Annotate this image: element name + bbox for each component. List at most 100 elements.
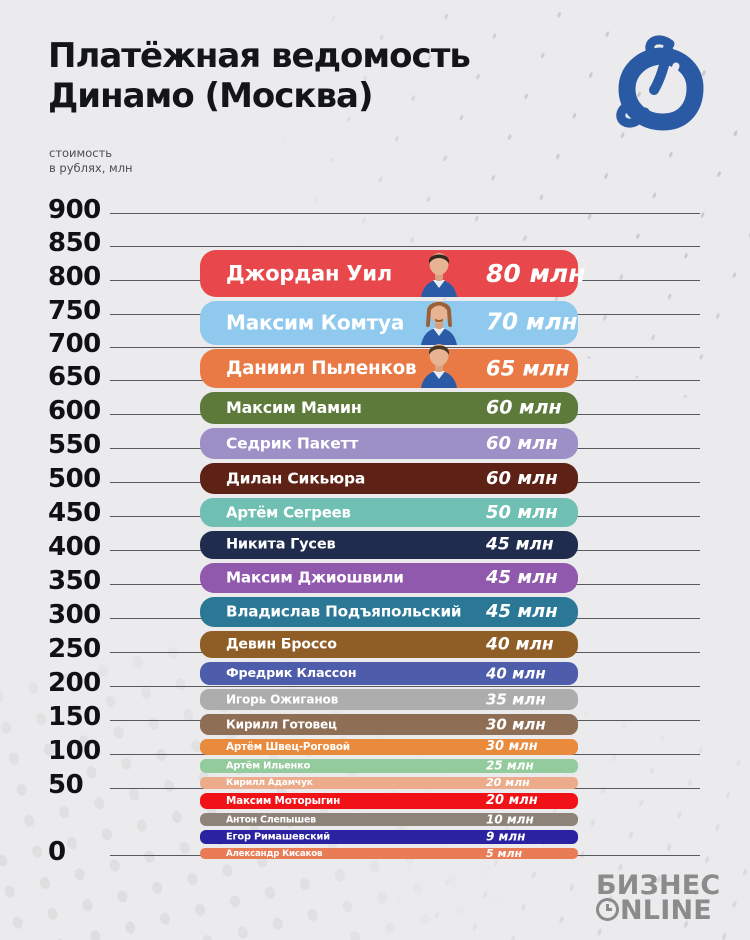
clock-minute-hand <box>606 908 612 911</box>
player-name: Артём Ильенко <box>226 760 310 771</box>
player-bar: Максим Джиошвили 45 млн <box>200 563 578 593</box>
player-name: Игорь Ожиганов <box>226 692 338 706</box>
axis-gridline <box>110 686 700 687</box>
player-salary-value: 5 млн <box>486 847 522 860</box>
player-name: Артём Сегреев <box>226 503 351 521</box>
player-name: Максим Комтуа <box>226 311 404 335</box>
player-name: Антон Слепышев <box>226 814 316 825</box>
player-name: Александр Кисаков <box>226 848 322 858</box>
axis-tick-label: 300 <box>48 600 101 630</box>
player-photo <box>418 337 460 388</box>
player-salary-value: 60 млн <box>486 397 562 419</box>
axis-tick-label: 200 <box>48 668 101 698</box>
axis-tick-label: 450 <box>48 498 101 528</box>
biznes-online-line2-text: NLINE <box>620 895 712 926</box>
player-bar: Артём Ильенко 25 млн <box>200 759 578 773</box>
player-salary-value: 35 млн <box>486 690 546 708</box>
player-name: Джордан Уил <box>226 261 392 285</box>
player-salary-value: 80 млн <box>486 258 586 287</box>
player-bar: Владислав Подъяпольский 45 млн <box>200 597 578 627</box>
player-name: Никита Гусев <box>226 537 335 553</box>
player-salary-value: 60 млн <box>486 433 558 454</box>
page-title-line1: Платёжная ведомость <box>48 36 470 76</box>
axis-tick-label: 400 <box>48 532 101 562</box>
axis-tick-label: 650 <box>48 362 101 392</box>
page-title: Платёжная ведомость Динамо (Москва) <box>48 36 470 116</box>
player-name: Девин Броссо <box>226 636 337 652</box>
player-bar: Дилан Сикьюра 60 млн <box>200 463 578 494</box>
axis-tick-label: 250 <box>48 634 101 664</box>
player-bar: Егор Римашевский 9 млн <box>200 830 578 844</box>
player-salary-value: 20 млн <box>486 776 530 789</box>
player-name: Кирилл Готовец <box>226 717 337 731</box>
axis-tick-label: 700 <box>48 329 101 359</box>
axis-tick-label: 500 <box>48 464 101 494</box>
player-salary-value: 20 млн <box>486 793 538 808</box>
infographic-canvas: Платёжная ведомость Динамо (Москва) стои… <box>0 0 750 940</box>
player-bar: Максим Комтуа 70 млн <box>200 301 578 345</box>
axis-tick-label: 850 <box>48 228 101 258</box>
player-salary-value: 10 млн <box>486 812 534 826</box>
player-salary-value: 30 млн <box>486 715 546 733</box>
axis-tick-label: 0 <box>48 837 66 867</box>
player-bar: Кирилл Готовец 30 млн <box>200 714 578 735</box>
player-bar: Максим Мамин 60 млн <box>200 392 578 424</box>
player-name: Владислав Подъяпольский <box>226 603 461 621</box>
player-bar: Александр Кисаков 5 млн <box>200 848 578 859</box>
player-salary-value: 30 млн <box>486 739 538 754</box>
player-salary-value: 40 млн <box>486 664 546 682</box>
player-bar: Фредрик Классон 40 млн <box>200 662 578 685</box>
axis-tick-label: 150 <box>48 702 101 732</box>
dynamo-logo <box>608 32 720 140</box>
axis-tick-label: 800 <box>48 262 101 292</box>
axis-tick-label: 750 <box>48 296 101 326</box>
axis-gridline <box>110 246 700 247</box>
player-salary-value: 40 млн <box>486 634 554 654</box>
player-bar: Девин Броссо 40 млн <box>200 631 578 658</box>
axis-tick-label: 600 <box>48 396 101 426</box>
clock-icon <box>596 898 619 921</box>
player-salary-value: 9 млн <box>486 830 525 844</box>
player-salary-value: 45 млн <box>486 535 554 555</box>
player-salary-value: 60 млн <box>486 468 558 489</box>
player-salary-value: 25 млн <box>486 759 534 773</box>
axis-unit-note: стоимость в рублях, млн <box>49 146 133 176</box>
player-bar: Игорь Ожиганов 35 млн <box>200 689 578 710</box>
player-bar: Артём Швец-Роговой 30 млн <box>200 739 578 755</box>
player-bar: Джордан Уил80 млн <box>200 250 578 297</box>
player-salary-value: 50 млн <box>486 502 558 523</box>
player-bar: Седрик Пакетт 60 млн <box>200 428 578 459</box>
biznes-online-logo: БИЗНЕС NLINE <box>596 873 720 923</box>
player-name: Дилан Сикьюра <box>226 469 365 487</box>
player-salary-value: 65 млн <box>486 356 570 380</box>
player-name: Фредрик Классон <box>226 666 356 681</box>
axis-tick-label: 350 <box>48 566 101 596</box>
player-bar: Артём Сегреев 50 млн <box>200 498 578 527</box>
player-name: Максим Мамин <box>226 398 362 417</box>
page-title-line2: Динамо (Москва) <box>48 76 470 116</box>
axis-gridline <box>110 347 700 348</box>
player-bar: Никита Гусев 45 млн <box>200 531 578 559</box>
axis-tick-label: 900 <box>48 195 101 225</box>
player-salary-value: 45 млн <box>486 567 558 588</box>
axis-unit-note-line1: стоимость <box>49 146 133 161</box>
player-bar: Максим Моторыгин 20 млн <box>200 793 578 809</box>
player-name: Максим Моторыгин <box>226 795 340 807</box>
biznes-online-line2: NLINE <box>596 898 720 923</box>
player-name: Артём Швец-Роговой <box>226 741 350 753</box>
player-bar: Даниил Пыленков 65 млн <box>200 349 578 388</box>
player-salary-value: 45 млн <box>486 601 558 622</box>
player-name: Кирилл Адамчук <box>226 778 313 788</box>
player-bar: Кирилл Адамчук 20 млн <box>200 777 578 789</box>
axis-tick-label: 550 <box>48 430 101 460</box>
axis-gridline <box>110 213 700 214</box>
axis-unit-note-line2: в рублях, млн <box>49 161 133 176</box>
player-name: Седрик Пакетт <box>226 434 358 452</box>
player-bar: Антон Слепышев 10 млн <box>200 813 578 826</box>
player-salary-value: 70 млн <box>486 309 578 335</box>
axis-tick-label: 100 <box>48 736 101 766</box>
axis-tick-label: 50 <box>48 770 83 800</box>
player-name: Егор Римашевский <box>226 831 330 842</box>
player-name: Даниил Пыленков <box>226 358 416 379</box>
player-name: Максим Джиошвили <box>226 569 404 587</box>
